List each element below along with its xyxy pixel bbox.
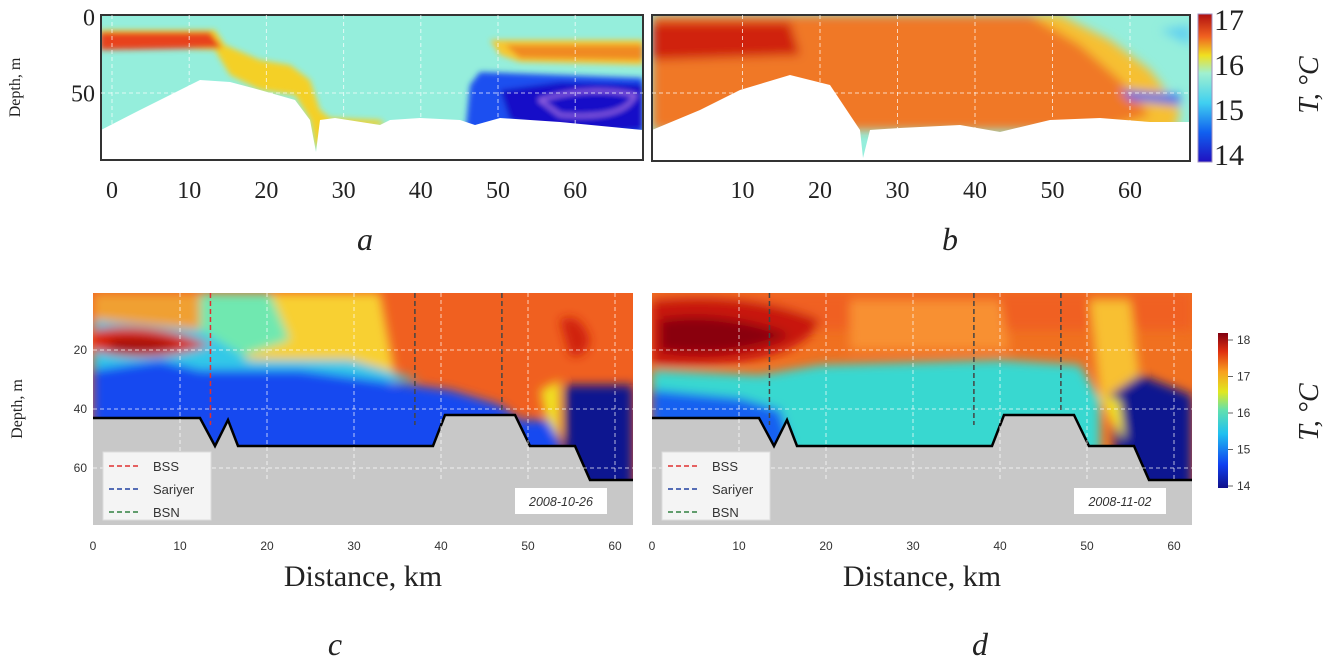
x-tick-label: 10 [731,178,755,204]
colorbar-tick-label: 17 [1237,370,1251,384]
x-axis-label: Distance, km [843,560,1001,593]
panel-letter-b: b [942,221,958,257]
x-tick-label: 20 [808,178,832,204]
x-tick-label: 50 [1041,178,1065,204]
date-box [1074,488,1166,514]
y-tick-label: 40 [74,402,88,416]
legend-label: Sariyer [712,482,754,497]
x-tick-label: 0 [106,178,118,204]
legend-label: BSS [153,459,179,474]
legend-label: BSN [712,505,739,520]
date-label: 2008-11-02 [1087,495,1151,509]
x-tick-label: 40 [434,539,448,553]
x-tick-label: 50 [521,539,535,553]
x-tick-label: 30 [347,539,361,553]
panel-a-frame [100,14,644,161]
legend-label: BSS [712,459,738,474]
panel-d-bathymetry-line [652,413,1192,482]
x-tick-label: 30 [332,178,356,204]
x-tick-label: 10 [732,539,746,553]
x-tick-label: 50 [486,178,510,204]
x-tick-label: 30 [886,178,910,204]
colorbar-tick-label: 15 [1214,94,1244,127]
x-tick-label: 40 [993,539,1007,553]
panel-b-frame [651,14,1191,162]
x-tick-label: 10 [173,539,187,553]
panel-letter-d: d [972,626,989,657]
legend-box [102,451,212,521]
x-tick-label: 10 [177,178,201,204]
colorbar-tick-label: 15 [1237,443,1251,457]
x-tick-label: 0 [649,539,656,553]
x-tick-label: 20 [260,539,274,553]
panel-c-bathymetry-line [93,413,633,482]
x-tick-label: 30 [906,539,920,553]
y-tick-label: 20 [74,343,88,357]
x-tick-label: 40 [963,178,987,204]
colorbar-tick-label: 16 [1237,406,1251,420]
date-box [515,488,607,514]
colorbar-tick-label: 17 [1214,4,1244,37]
y-tick-label: 60 [74,461,88,475]
colorbar-tick-label: 16 [1214,49,1244,82]
colorbar-ab [1197,13,1213,163]
colorbar-cd [1218,333,1228,488]
panel-letter-c: c [328,626,342,657]
y-tick-label: 0 [83,5,95,31]
legend-box [661,451,771,521]
x-tick-label: 60 [1118,178,1142,204]
x-axis-label: Distance, km [284,560,442,593]
colorbar-label: T, °C [1294,383,1325,441]
x-tick-label: 20 [254,178,278,204]
colorbar-tick-label: 14 [1237,479,1251,493]
x-tick-label: 60 [608,539,622,553]
panel-letter-a: a [357,221,373,257]
legend-label: Sariyer [153,482,195,497]
panel-a-heatmap [101,15,643,160]
x-tick-label: 0 [90,539,97,553]
colorbar-tick-label: 18 [1237,333,1251,347]
x-tick-label: 50 [1080,539,1094,553]
x-tick-label: 60 [563,178,587,204]
y-axis-label: Depth, m [9,379,26,439]
x-tick-label: 60 [1167,539,1181,553]
panel-b-heatmap [652,15,1190,161]
y-axis-label: Depth, m [7,57,24,117]
x-tick-label: 20 [819,539,833,553]
legend-label: BSN [153,505,180,520]
colorbar-tick-label: 14 [1214,139,1244,172]
x-tick-label: 40 [409,178,433,204]
colorbar-label: T, °C [1294,56,1325,114]
y-tick-label: 50 [71,81,95,107]
date-label: 2008-10-26 [528,495,593,509]
